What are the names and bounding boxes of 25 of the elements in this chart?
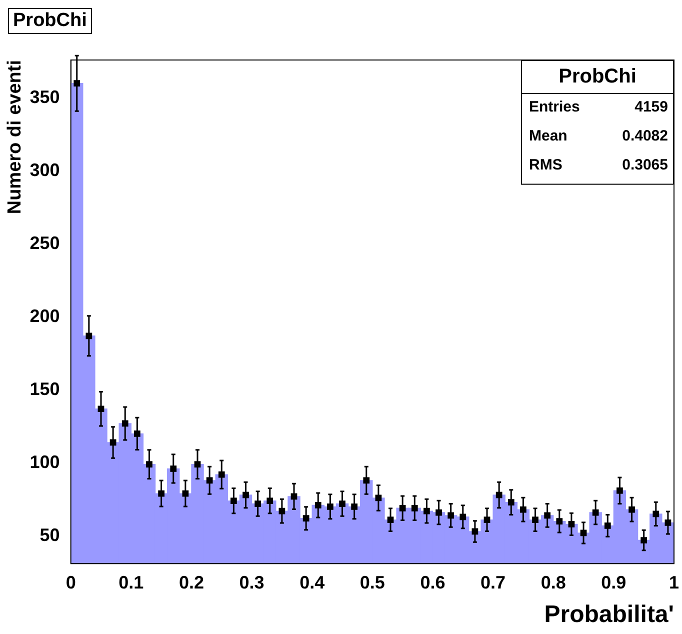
y-tick-label: 100 [30, 452, 60, 472]
x-axis-title: Probabilita' [544, 601, 674, 628]
text: Entries 4159 [528, 98, 668, 116]
y-axis-title: Numero di eventi [4, 60, 26, 214]
x-tick-label: 0.3 [239, 572, 264, 592]
x-tick-label: 0.9 [601, 572, 626, 592]
x-tick-label: 0.2 [178, 572, 204, 592]
x-tick-label: 0.4 [300, 572, 325, 592]
x-tick-label: 0 [66, 572, 76, 592]
annotation: ProbChi [558, 66, 636, 88]
y-tick-label: 250 [30, 232, 60, 253]
y-tick-label: 150 [30, 378, 60, 399]
x-tick-label: 0.6 [420, 572, 446, 592]
y-tick-label: 300 [30, 160, 60, 180]
y-tick-label: 350 [30, 86, 60, 107]
y-tick-label: 50 [40, 524, 60, 545]
x-tick-label: 0.8 [540, 572, 566, 592]
y-tick-label: 200 [30, 306, 60, 326]
x-tick-label: 0.5 [360, 572, 385, 592]
text: Mean 0.4082 [528, 128, 668, 145]
x-tick-label: 0.7 [480, 572, 506, 592]
chart-title: ProbChi [8, 8, 92, 34]
x-tick-label: 0.1 [118, 572, 144, 592]
text: RMS 0.3065 [528, 156, 668, 174]
x-tick-label: 1 [668, 572, 679, 592]
